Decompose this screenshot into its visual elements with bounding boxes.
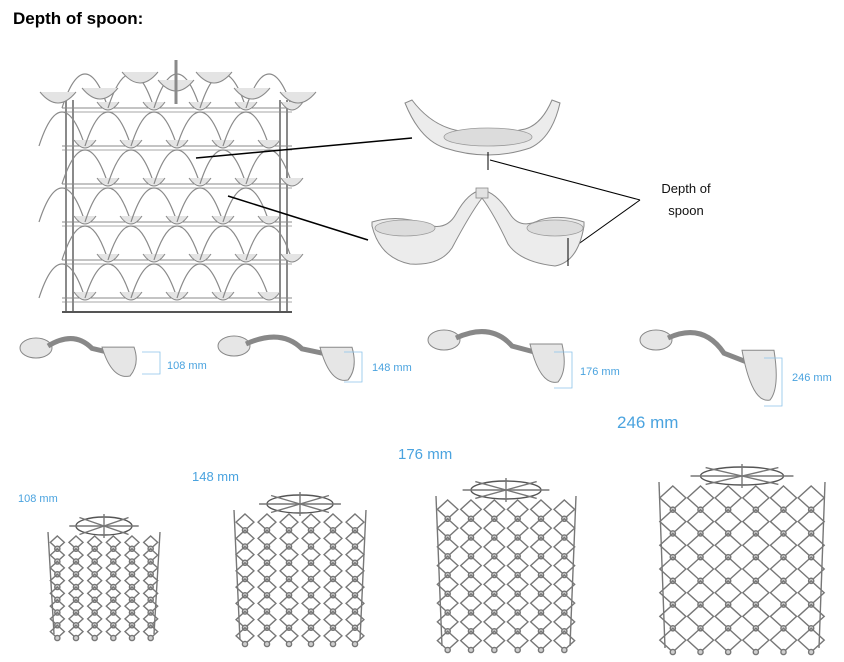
spoon-depth-label-2: 148 mm (372, 362, 412, 374)
lattice-dome-1 (47, 514, 161, 642)
lattice-dome-2 (233, 492, 367, 648)
lattice-dome-4 (658, 464, 826, 656)
callout-label-line1: Depth of (661, 181, 711, 196)
spoon-variant-3 (427, 329, 573, 389)
lattice-dome-3 (435, 478, 577, 654)
structure-label-1: 108 mm (18, 493, 58, 505)
spoon-depth-label-3: 176 mm (580, 366, 620, 378)
callout-label-line2: spoon (668, 203, 704, 218)
spoon-depth-label-4: 246 mm (792, 372, 832, 384)
spoon-variant-4 (639, 329, 783, 407)
spoon-depth-label-1: 108 mm (167, 360, 207, 372)
spoon-variant-2 (217, 334, 363, 383)
structure-label-4: 246 mm (617, 413, 679, 432)
spoon-variant-1 (19, 336, 161, 377)
structure-label-2: 148 mm (192, 469, 239, 484)
callout-label: Depth of spoon (640, 178, 732, 222)
structure-label-3: 176 mm (398, 446, 453, 463)
page-title: Depth of spoon: (13, 9, 144, 28)
